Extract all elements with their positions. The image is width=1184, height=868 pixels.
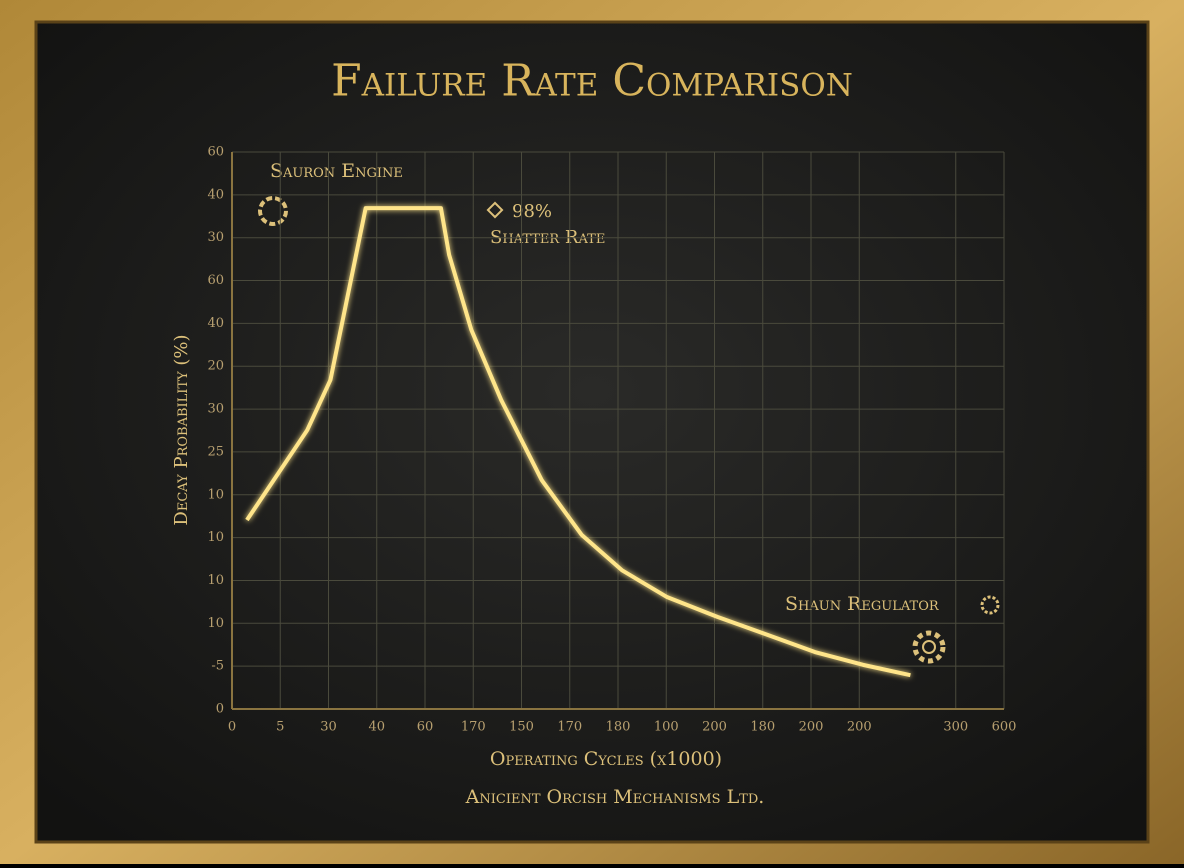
x-tick-label: 170 xyxy=(557,720,582,735)
y-tick-label: 40 xyxy=(207,316,224,331)
engine-icon xyxy=(258,196,288,226)
y-tick-label: 30 xyxy=(207,230,224,245)
x-tick-label: 200 xyxy=(799,720,824,735)
chart-title: Failure Rate Comparison xyxy=(331,56,853,107)
x-tick-label: 100 xyxy=(654,720,679,735)
x-tick-label: 30 xyxy=(320,720,337,735)
x-tick-label: 40 xyxy=(368,720,385,735)
x-tick-label: 5 xyxy=(276,720,284,735)
x-tick-label: 170 xyxy=(461,720,486,735)
y-tick-label: 60 xyxy=(207,145,224,160)
x-axis-label: Operating Cycles (x1000) xyxy=(490,748,722,770)
data-line xyxy=(245,206,911,678)
x-tick-label: 600 xyxy=(992,720,1017,735)
x-tick-label: 200 xyxy=(847,720,872,735)
y-tick-label: 20 xyxy=(207,359,224,374)
x-tick-label: 180 xyxy=(606,720,631,735)
y-tick-label: 10 xyxy=(207,573,224,588)
y-tick-label: 60 xyxy=(207,273,224,288)
x-tick-label: 150 xyxy=(509,720,534,735)
y-tick-label: 40 xyxy=(207,187,224,202)
annotation: 98% xyxy=(512,201,552,222)
x-tick-label: 0 xyxy=(228,720,236,735)
x-tick-label: 300 xyxy=(943,720,968,735)
y-tick-label: 30 xyxy=(207,402,224,417)
x-tick-label: 180 xyxy=(750,720,775,735)
gear-icon xyxy=(922,640,936,654)
y-tick-label: 25 xyxy=(207,444,224,459)
gear-icon xyxy=(980,595,1000,615)
y-tick-label: 0 xyxy=(216,702,224,717)
x-tick-label: 200 xyxy=(702,720,727,735)
diamond-icon xyxy=(486,201,504,219)
y-tick-label: 10 xyxy=(207,530,224,545)
y-tick-label: 10 xyxy=(207,616,224,631)
series-label: Sauron Engine xyxy=(270,160,403,182)
gear-icon xyxy=(912,630,946,664)
y-tick-label: -5 xyxy=(211,659,224,674)
annotation: Shaun Regulator xyxy=(785,593,940,615)
y-axis-label: Decay Probability (%) xyxy=(171,334,192,525)
x-tick-label: 60 xyxy=(417,720,434,735)
board xyxy=(34,20,1150,844)
subtitle: Anicient Orcish Mechanisms Ltd. xyxy=(465,786,765,808)
y-tick-label: 10 xyxy=(207,487,224,502)
